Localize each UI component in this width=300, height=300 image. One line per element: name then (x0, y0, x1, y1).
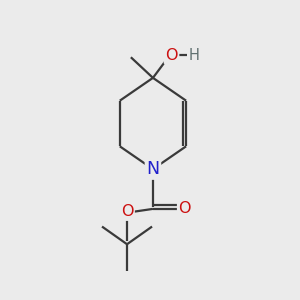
Text: N: N (146, 160, 160, 178)
Text: H: H (189, 48, 200, 63)
Text: O: O (121, 204, 133, 219)
Text: O: O (178, 201, 191, 216)
Text: O: O (165, 48, 178, 63)
